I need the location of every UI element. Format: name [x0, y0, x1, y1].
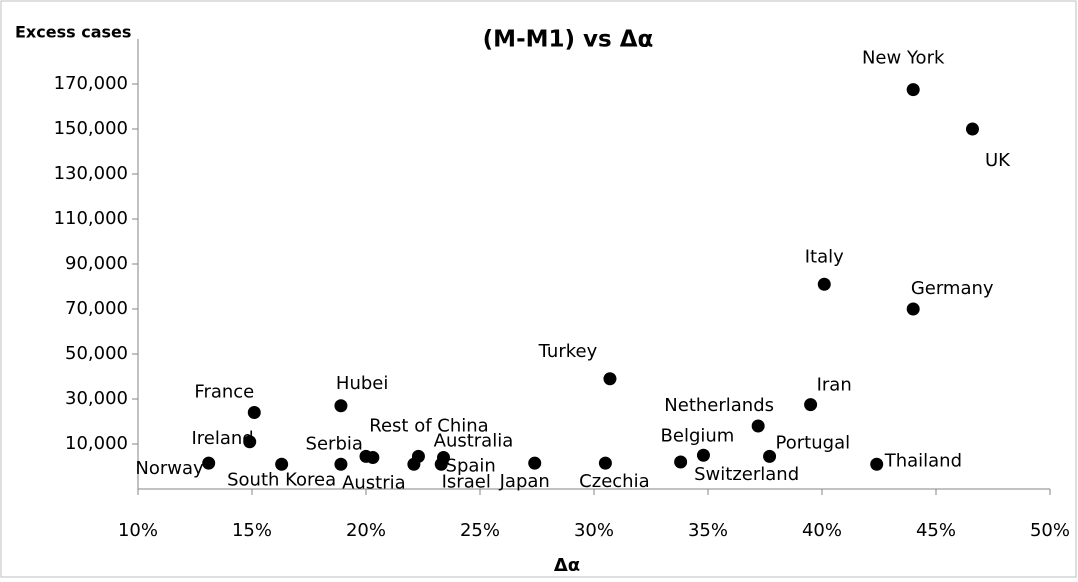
x-tick-label: 15%	[232, 520, 272, 541]
point-label: Germany	[911, 278, 994, 299]
x-tick-label: 20%	[346, 520, 386, 541]
point	[275, 457, 289, 471]
point-label: Austria	[342, 472, 406, 493]
y-tick-label: 130,000	[54, 163, 128, 184]
point	[434, 457, 448, 471]
y-tick-label: 70,000	[65, 298, 128, 319]
y-tick-label: 90,000	[65, 253, 128, 274]
point	[696, 448, 710, 462]
point	[202, 456, 216, 470]
point-label: Australia	[434, 430, 514, 451]
point-label: Belgium	[661, 425, 735, 446]
point-label: Rest of China	[369, 415, 488, 436]
point	[804, 398, 818, 412]
x-axis-title: Δα	[554, 555, 580, 576]
point-label: UK	[985, 150, 1011, 171]
point-label: South Korea	[227, 469, 336, 490]
point-label: Spain	[446, 456, 496, 477]
x-tick-label: 50%	[1030, 520, 1070, 541]
y-axis-title: Excess cases	[15, 23, 131, 42]
point	[870, 457, 884, 471]
point-label: Ireland	[191, 428, 253, 449]
point	[603, 372, 617, 386]
point	[247, 406, 261, 419]
chart-title: (M-M1) vs Δα	[483, 27, 654, 53]
x-tick-label: 30%	[574, 520, 614, 541]
y-tick-label: 150,000	[54, 118, 128, 139]
point-label: Netherlands	[664, 395, 774, 416]
point	[763, 449, 777, 463]
x-tick-label: 10%	[118, 520, 158, 541]
x-tick-label: 40%	[802, 520, 842, 541]
point-label: Turkey	[538, 341, 598, 362]
point-label: Japan	[499, 471, 550, 492]
point-label: Hubei	[336, 373, 388, 394]
point	[334, 457, 348, 471]
point	[243, 435, 257, 449]
point-label: Iran	[817, 375, 852, 396]
y-tick-label: 110,000	[54, 208, 128, 229]
point	[906, 302, 920, 316]
point-label: New York	[862, 48, 945, 69]
x-tick-label: 45%	[916, 520, 956, 541]
point-label: Serbia	[306, 433, 363, 454]
point	[334, 399, 348, 413]
point-label: Czechia	[579, 471, 649, 492]
y-tick-label: 30,000	[65, 388, 128, 409]
point	[751, 419, 765, 433]
point	[528, 456, 542, 470]
y-tick-label: 50,000	[65, 343, 128, 364]
x-tick-label: 35%	[688, 520, 728, 541]
point	[366, 451, 380, 464]
point-label: Italy	[805, 246, 844, 267]
point-label: Norway	[135, 458, 204, 479]
point	[965, 122, 979, 136]
point	[598, 456, 612, 470]
y-tick-label: 170,000	[54, 73, 128, 94]
point-label: France	[194, 382, 254, 403]
point	[906, 83, 920, 97]
point	[407, 457, 421, 471]
y-tick-label: 10,000	[65, 433, 128, 454]
point-label: Israel	[442, 471, 491, 492]
point-label: Switzerland	[694, 464, 799, 485]
point	[817, 277, 831, 291]
point	[674, 455, 688, 469]
x-tick-label: 25%	[460, 520, 500, 541]
point-label: Portugal	[776, 432, 851, 453]
point-label: Thailand	[884, 450, 962, 471]
